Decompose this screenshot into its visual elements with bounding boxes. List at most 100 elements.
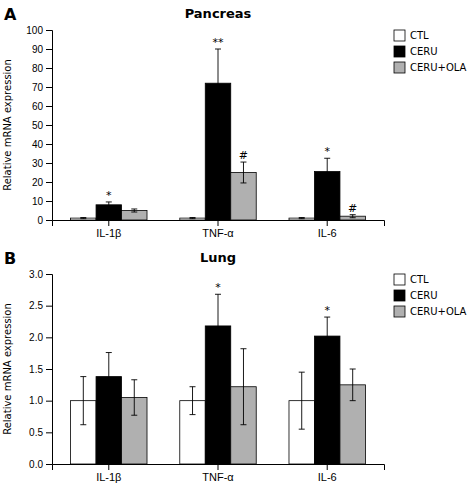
panel: ****##0102030405060708090100IL-1βTNF-αIL… — [2, 5, 467, 239]
tick-mark — [46, 49, 52, 50]
tick-mark — [108, 220, 109, 226]
y-tick: 0 — [37, 215, 52, 226]
error-bars — [131, 349, 355, 425]
legend-label: CTL — [410, 274, 429, 285]
tick-label: IL-1β — [96, 471, 121, 483]
tick-mark — [46, 220, 52, 221]
tick-mark — [46, 182, 52, 183]
x-axis: IL-1β TNF-α IL-6 — [53, 220, 385, 239]
legend-item: CERU — [394, 46, 438, 57]
legend: CTL CERU CERU+OLA — [394, 30, 467, 73]
legend: CTL CERU CERU+OLA — [394, 274, 467, 317]
y-tick: 20 — [32, 177, 52, 188]
y-tick: 0.0 — [29, 459, 52, 470]
error-bar — [106, 202, 112, 208]
tick-label: 60 — [32, 101, 44, 112]
legend-label: CTL — [410, 30, 429, 41]
x-tick: TNF-α — [202, 464, 234, 483]
tick-label: 0.0 — [29, 459, 43, 470]
annotation: * — [106, 189, 112, 202]
legend-label: CERU — [410, 46, 438, 57]
tick-mark — [327, 464, 328, 470]
legend-item: CTL — [394, 30, 429, 41]
tick-mark — [46, 125, 52, 126]
tick-label: 100 — [26, 25, 43, 36]
legend-item: CERU+OLA — [394, 306, 467, 317]
title: Pancreas — [185, 6, 252, 21]
tick-label: 1.0 — [29, 395, 43, 406]
bar — [289, 218, 314, 220]
tick-mark — [46, 401, 52, 402]
tick-mark — [46, 432, 52, 433]
y-tick: 60 — [32, 101, 52, 112]
tick-label: 1.5 — [29, 364, 43, 375]
error-bar — [299, 218, 305, 219]
error-bar — [350, 215, 356, 218]
tick-label: 2.5 — [29, 300, 43, 311]
annotation: ** — [213, 36, 225, 49]
axis-line — [46, 275, 53, 465]
error-bar — [190, 387, 196, 415]
tick-label: 30 — [32, 158, 44, 169]
y-tick: 0.5 — [29, 427, 52, 438]
annotation: * — [324, 304, 330, 317]
tick-mark — [46, 106, 52, 107]
panel: * * 0.0 0.5 1.0 1.5 2.0 2.5 3.0 IL-1β TNF-α IL-6 Rel… — [2, 249, 467, 483]
tick-label: 20 — [32, 177, 44, 188]
error-bar — [106, 353, 112, 401]
axis-line — [46, 31, 53, 221]
error-bar — [80, 218, 86, 219]
error-bar — [324, 158, 330, 185]
annotation: # — [348, 202, 357, 215]
error-bar — [299, 372, 305, 429]
tick-label: 70 — [32, 82, 44, 93]
x-tick: IL-1β — [96, 464, 121, 483]
legend-item: CERU+OLA — [394, 62, 467, 73]
error-bar — [131, 209, 137, 212]
bar — [71, 218, 96, 220]
tick-label: 10 — [32, 196, 44, 207]
y-tick: 2.0 — [29, 332, 52, 343]
x-tick: IL-1β — [96, 220, 121, 239]
tick-label: 40 — [32, 139, 44, 150]
tick-label: IL-6 — [318, 227, 337, 239]
legend-label: CERU — [410, 290, 438, 301]
axis-line — [53, 221, 385, 227]
tick-label: 0 — [37, 215, 43, 226]
x-tick: IL-6 — [318, 464, 337, 483]
error-bar — [215, 294, 221, 357]
error-bar — [131, 380, 137, 415]
y-tick: 50 — [32, 120, 52, 131]
legend-label: CERU+OLA — [410, 62, 467, 73]
legend-swatch — [394, 306, 405, 317]
tick-label: TNF-α — [202, 227, 234, 239]
tick-mark — [46, 87, 52, 88]
y-axis: 0102030405060708090100 — [26, 25, 52, 226]
y-axis-title: Relative mRNA expression — [2, 303, 13, 435]
bar — [180, 218, 205, 220]
legend-label: CERU+OLA — [410, 306, 467, 317]
plot-area — [71, 294, 366, 464]
panel-label: B — [4, 249, 16, 268]
tick-mark — [46, 337, 52, 338]
error-bar — [190, 218, 196, 219]
y-tick: 1.0 — [29, 395, 52, 406]
legend-swatch — [394, 290, 405, 301]
chart: ****##0102030405060708090100IL-1βTNF-αIL… — [0, 0, 476, 488]
tick-label: 80 — [32, 63, 44, 74]
legend-item: CERU — [394, 290, 438, 301]
annotation: * — [215, 281, 221, 294]
error-bars — [131, 162, 355, 218]
tick-label: 3.0 — [29, 269, 43, 280]
error-bar — [215, 49, 221, 117]
tick-mark — [218, 464, 219, 470]
error-bars — [106, 49, 330, 208]
tick-label: 50 — [32, 120, 44, 131]
tick-mark — [46, 306, 52, 307]
tick-mark — [46, 274, 52, 275]
y-tick: 2.5 — [29, 300, 52, 311]
y-axis-title: Relative mRNA expression — [2, 59, 13, 191]
tick-mark — [218, 220, 219, 226]
annotation: * — [324, 145, 330, 158]
y-tick: 100 — [26, 25, 52, 36]
